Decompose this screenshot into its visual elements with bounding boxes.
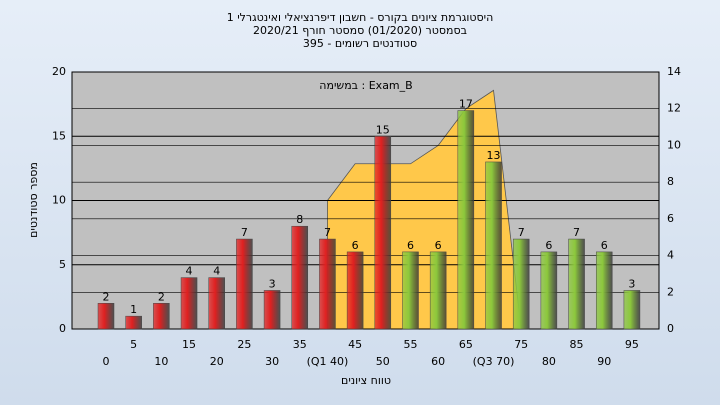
annotation: Exam_B : במשימה <box>319 79 412 92</box>
bar <box>568 238 585 330</box>
bar-value-label: 7 <box>518 226 525 239</box>
bar-value-label: 3 <box>628 277 635 290</box>
bar-value-label: 13 <box>487 149 501 162</box>
x-tick-label: 95 <box>625 338 639 351</box>
bar-value-label: 2 <box>103 290 110 303</box>
x-tick-label: 20 <box>210 355 224 368</box>
bar <box>457 110 475 330</box>
plot-border <box>71 71 660 330</box>
bar <box>125 315 142 330</box>
bar <box>153 303 170 330</box>
x-tick-label: 90 <box>597 355 611 368</box>
y2-tick-label: 4 <box>667 249 674 262</box>
y2-tick-label: 0 <box>667 322 674 335</box>
bar <box>291 225 309 330</box>
y-tick-label: 15 <box>52 129 66 142</box>
x-tick-label: 10 <box>154 355 168 368</box>
bar <box>623 290 641 330</box>
bar <box>402 251 419 330</box>
bar-value-label: 6 <box>352 239 359 252</box>
y-tick-label: 10 <box>52 194 66 207</box>
bar <box>180 277 198 330</box>
y2-tick-label: 6 <box>667 212 674 225</box>
x-tick-label: 30 <box>265 355 279 368</box>
bar-value-label: 6 <box>601 239 608 252</box>
bar-value-label: 1 <box>130 303 137 316</box>
x-tick-label: 60 <box>431 355 445 368</box>
bar <box>263 290 281 330</box>
chart-subtitle: סטודנטים רשומים - 395 <box>303 37 417 50</box>
bar-value-label: 15 <box>376 123 390 136</box>
chart-title: היסטוגרמת ציונים בקורס - חשבון דיפרנציאל… <box>227 11 494 24</box>
chart-subtitle: בסמסטר (01/2020) סמסטר חורף 2020/21 <box>253 24 467 37</box>
bar-value-label: 3 <box>269 277 276 290</box>
bar <box>485 161 502 330</box>
bar <box>374 136 392 330</box>
x-tick-label: 0 <box>103 355 110 368</box>
bar <box>540 251 558 330</box>
bar-value-label: 7 <box>324 226 331 239</box>
y2-tick-label: 8 <box>667 175 674 188</box>
bar-value-label: 2 <box>158 290 165 303</box>
bar <box>346 251 364 330</box>
bar-value-label: 4 <box>186 265 193 278</box>
x-tick-label: 25 <box>237 338 251 351</box>
x-tick-label: 35 <box>293 338 307 351</box>
bar <box>236 238 253 330</box>
y2-tick-label: 14 <box>667 65 681 78</box>
y2-tick-label: 2 <box>667 285 674 298</box>
bar <box>319 238 336 330</box>
bar <box>208 277 225 330</box>
y-tick-label: 20 <box>52 65 66 78</box>
x-axis-label: טווח ציונים <box>341 374 391 387</box>
y2-tick-label: 10 <box>667 138 681 151</box>
x-tick-label: 15 <box>182 338 196 351</box>
x-tick-label: 55 <box>403 338 417 351</box>
x-tick-label: 5 <box>130 338 137 351</box>
x-tick-label: (Q1 40) <box>307 355 349 368</box>
x-tick-label: 80 <box>542 355 556 368</box>
y-axis-label: מספר סטודנטים <box>27 162 40 238</box>
bar <box>512 238 530 330</box>
bar <box>97 303 115 330</box>
bar-value-label: 6 <box>407 239 414 252</box>
bar-value-label: 17 <box>459 98 473 111</box>
bar <box>595 251 613 330</box>
bar-value-label: 7 <box>573 226 580 239</box>
y-tick-label: 5 <box>59 258 66 271</box>
bar <box>429 251 447 330</box>
x-tick-label: 75 <box>514 338 528 351</box>
bar-value-label: 8 <box>296 213 303 226</box>
x-tick-label: 85 <box>570 338 584 351</box>
x-tick-label: 50 <box>376 355 390 368</box>
x-tick-label: 65 <box>459 338 473 351</box>
bar-value-label: 6 <box>545 239 552 252</box>
bar-value-label: 6 <box>435 239 442 252</box>
y-tick-label: 0 <box>59 322 66 335</box>
x-tick-label: (Q3 70) <box>473 355 515 368</box>
y2-tick-label: 12 <box>667 102 681 115</box>
x-tick-label: 45 <box>348 338 362 351</box>
bar-value-label: 4 <box>213 265 220 278</box>
bar-value-label: 7 <box>241 226 248 239</box>
